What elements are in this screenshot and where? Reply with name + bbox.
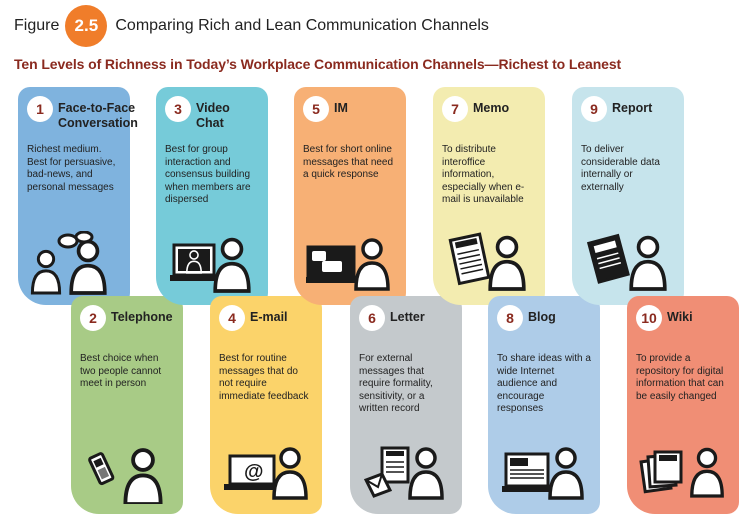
card-header: 3 Video Chat	[165, 96, 259, 134]
laptop-im-icon	[304, 231, 396, 295]
channel-title: Face-to-Face Conversation	[58, 101, 138, 130]
figure-number-badge: 2.5	[65, 5, 108, 47]
rank-badge: 6	[359, 305, 385, 331]
laptop-email-icon: @	[220, 440, 312, 504]
channel-card-8: 8 Blog To share ideas with a wide Intern…	[488, 296, 600, 514]
card-header: 7 Memo	[442, 96, 536, 134]
channel-description: Best for group interaction and consensus…	[165, 144, 251, 205]
channel-card-7: 7 Memo To distribute interoffice informa…	[433, 87, 545, 305]
channel-title: Memo	[473, 101, 510, 115]
channel-card-4: 4 E-mail Best for routine messages that …	[210, 296, 322, 514]
memo-icon	[443, 231, 535, 295]
face-to-face-icon	[28, 230, 120, 295]
rank-badge: 8	[497, 305, 523, 331]
cell-phone-icon	[81, 440, 173, 506]
channel-title: E-mail	[250, 310, 288, 324]
channel-description: For external messages that require forma…	[359, 353, 433, 414]
video-chat-icon	[166, 231, 258, 295]
figure-title: Comparing Rich and Lean Communication Ch…	[115, 17, 489, 34]
card-header: 6 Letter	[359, 305, 453, 343]
card-header: 2 Telephone	[80, 305, 174, 343]
channel-card-9: 9 Report To deliver considerable data in…	[572, 87, 684, 305]
svg-text:@: @	[244, 461, 264, 483]
channel-description: To distribute interoffice information, e…	[442, 144, 525, 205]
wiki-icon	[637, 440, 729, 504]
channel-card-5: 5 IM Best for short online messages that…	[294, 87, 406, 305]
channel-description: Best for routine messages that do not re…	[219, 353, 309, 402]
rank-badge: 4	[219, 305, 245, 331]
channel-description: To deliver considerable data internally …	[581, 144, 660, 193]
report-icon	[582, 231, 674, 295]
rank-badge: 2	[80, 305, 106, 331]
card-header: 1 Face-to-Face Conversation	[27, 96, 138, 134]
channel-description: Richest medium. Best for persuasive, bad…	[27, 144, 116, 193]
rank-badge: 7	[442, 96, 468, 122]
channel-title: Report	[612, 101, 653, 115]
rank-badge: 1	[27, 96, 53, 122]
figure-heading: Figure 2.5 Comparing Rich and Lean Commu…	[14, 5, 489, 47]
channel-card-2: 2 Telephone Best choice when two people …	[71, 296, 183, 514]
channel-title: Blog	[528, 310, 556, 324]
channel-title: Letter	[390, 310, 425, 324]
channel-title: Video Chat	[196, 101, 230, 130]
channel-title: IM	[334, 101, 348, 115]
card-header: 10 Wiki	[636, 305, 730, 343]
letter-icon	[360, 440, 452, 504]
figure-subtitle: Ten Levels of Richness in Today’s Workpl…	[14, 56, 622, 72]
card-header: 4 E-mail	[219, 305, 313, 343]
channel-description: Best for short online messages that need…	[303, 144, 394, 180]
rank-badge: 10	[636, 305, 662, 331]
channel-title: Wiki	[667, 310, 693, 324]
channel-description: Best choice when two people cannot meet …	[80, 353, 162, 389]
card-header: 5 IM	[303, 96, 397, 134]
rank-badge: 3	[165, 96, 191, 122]
rank-badge: 9	[581, 96, 607, 122]
blog-icon	[498, 440, 590, 504]
card-header: 9 Report	[581, 96, 675, 134]
channel-card-3: 3 Video Chat Best for group interaction …	[156, 87, 268, 305]
channel-description: To share ideas with a wide Internet audi…	[497, 353, 591, 414]
channel-card-1: 1 Face-to-Face Conversation Richest medi…	[18, 87, 138, 305]
channel-description: To provide a repository for digital info…	[636, 353, 724, 402]
rank-badge: 5	[303, 96, 329, 122]
figure-label: Figure	[14, 17, 60, 34]
channel-card-10: 10 Wiki To provide a repository for digi…	[627, 296, 739, 514]
channel-card-6: 6 Letter For external messages that requ…	[350, 296, 462, 514]
card-header: 8 Blog	[497, 305, 591, 343]
channel-title: Telephone	[111, 310, 173, 324]
